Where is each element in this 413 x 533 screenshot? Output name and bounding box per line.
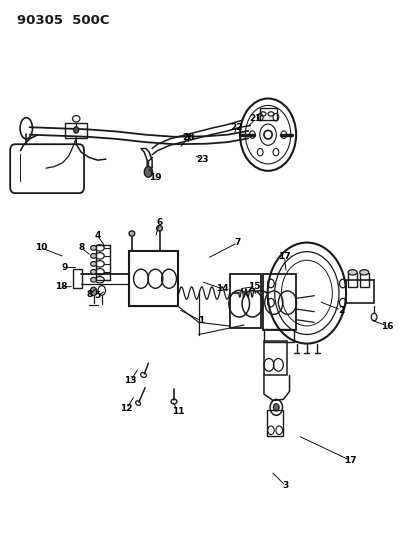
Circle shape	[273, 403, 278, 411]
Ellipse shape	[129, 231, 135, 236]
Bar	[263, 329, 294, 342]
Bar	[263, 341, 286, 375]
Text: 10: 10	[35, 244, 47, 253]
Text: 17: 17	[278, 253, 290, 261]
Text: 7: 7	[234, 238, 240, 247]
Text: 5: 5	[94, 291, 100, 300]
Text: 16: 16	[380, 321, 393, 330]
Circle shape	[90, 287, 97, 296]
Text: 6: 6	[156, 219, 162, 228]
Text: 23: 23	[195, 155, 208, 164]
Text: 17: 17	[344, 456, 356, 465]
Bar	[229, 274, 260, 328]
Ellipse shape	[90, 246, 96, 251]
Bar	[259, 108, 276, 120]
Bar	[266, 410, 282, 435]
Text: 11: 11	[171, 407, 184, 416]
Ellipse shape	[90, 262, 96, 266]
Ellipse shape	[90, 269, 96, 274]
Text: 8: 8	[78, 244, 84, 253]
Text: 20: 20	[182, 133, 194, 142]
Bar	[128, 251, 178, 306]
Text: 22: 22	[230, 123, 242, 132]
Bar	[262, 274, 295, 330]
Bar	[347, 273, 356, 287]
Text: 21: 21	[249, 114, 261, 123]
Circle shape	[144, 166, 152, 177]
Bar	[64, 123, 87, 138]
Bar	[73, 269, 82, 288]
Text: 4: 4	[94, 231, 101, 240]
Text: 90305  500C: 90305 500C	[17, 14, 109, 27]
Ellipse shape	[359, 270, 368, 275]
Text: 3: 3	[282, 481, 288, 490]
Text: 9: 9	[61, 263, 68, 272]
Text: 1: 1	[197, 316, 204, 325]
Ellipse shape	[347, 270, 356, 275]
Ellipse shape	[90, 277, 96, 282]
Text: 14: 14	[216, 284, 228, 293]
Text: 12: 12	[120, 405, 133, 414]
Text: 19: 19	[149, 173, 161, 182]
Text: 15: 15	[248, 282, 260, 291]
Ellipse shape	[156, 225, 162, 231]
Circle shape	[74, 127, 78, 133]
Bar	[359, 273, 368, 287]
Text: 8: 8	[86, 289, 93, 298]
Text: 2: 2	[337, 305, 343, 314]
Ellipse shape	[90, 254, 96, 259]
Bar	[345, 280, 373, 303]
Text: 18: 18	[55, 282, 68, 291]
Text: 13: 13	[124, 376, 137, 385]
